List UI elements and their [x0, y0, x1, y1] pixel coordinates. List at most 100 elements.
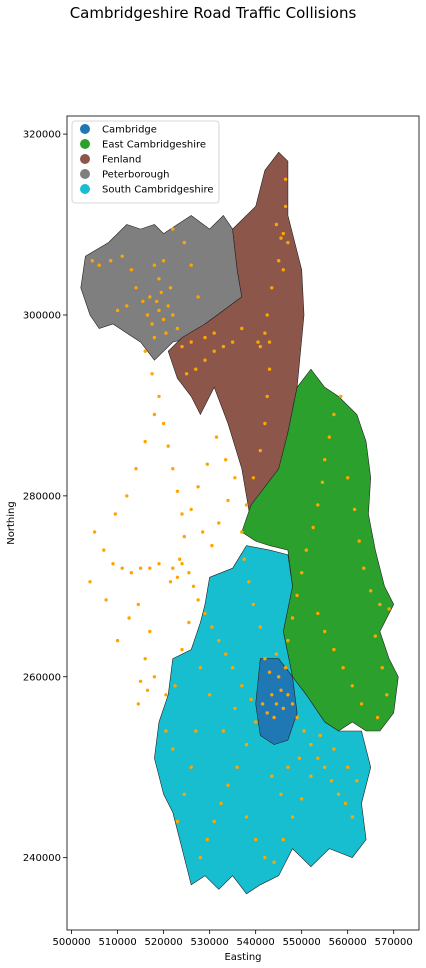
y-axis-label: Northing — [6, 501, 17, 544]
x-tick-label: 500000 — [53, 937, 91, 948]
collision-point — [244, 503, 249, 507]
collision-point — [274, 702, 279, 706]
collision-point — [203, 358, 207, 362]
collision-point — [327, 435, 331, 439]
collision-point — [115, 638, 120, 643]
x-tick-label: 530000 — [191, 937, 229, 948]
collision-point — [138, 566, 143, 570]
collision-point — [304, 548, 308, 552]
collision-point — [385, 693, 389, 697]
x-tick-label: 570000 — [375, 937, 413, 948]
collision-point — [97, 263, 101, 267]
plot-frame — [66, 115, 420, 931]
y-tick-label: 240000 — [23, 853, 61, 864]
collision-point — [205, 837, 209, 842]
collision-point — [329, 779, 334, 783]
collision-point — [316, 611, 320, 616]
collision-point — [157, 277, 161, 281]
collision-point — [320, 480, 325, 484]
collision-point — [341, 666, 345, 670]
collision-point — [129, 571, 134, 575]
collision-point — [180, 512, 184, 516]
y-tick-label: 280000 — [23, 491, 61, 502]
collision-point — [274, 222, 279, 227]
collision-point — [378, 602, 382, 607]
collision-point — [226, 783, 230, 787]
collision-point — [143, 439, 147, 444]
collision-point — [145, 688, 150, 692]
collision-point — [205, 462, 209, 466]
collision-point — [254, 720, 258, 724]
collision-point — [88, 580, 92, 584]
collision-point — [272, 715, 276, 720]
collision-point — [355, 779, 359, 783]
collision-point — [219, 801, 223, 806]
collision-point — [171, 566, 175, 570]
collision-point — [295, 593, 299, 598]
collision-point — [148, 566, 152, 570]
collision-point — [233, 476, 237, 480]
collision-point — [375, 715, 380, 720]
collision-point — [302, 729, 306, 733]
collision-point — [136, 602, 140, 607]
collision-point — [157, 394, 161, 399]
collision-point — [254, 837, 258, 842]
collision-point — [258, 344, 262, 349]
collision-point — [138, 679, 143, 683]
legend: Cambridge East Cambridgeshire Fenland Peter… — [71, 120, 220, 204]
collision-point — [203, 335, 207, 340]
collision-point — [265, 394, 269, 399]
collision-point — [281, 706, 285, 711]
collision-point — [251, 602, 256, 607]
collision-point — [187, 620, 191, 625]
collision-point — [125, 494, 129, 498]
collision-point — [263, 855, 267, 860]
x-tick-label: 540000 — [237, 937, 275, 948]
collision-point — [350, 684, 354, 688]
collision-point — [145, 313, 150, 317]
collision-point — [309, 742, 313, 747]
collision-point — [201, 530, 205, 534]
collision-point — [362, 566, 366, 570]
collision-point — [359, 702, 364, 706]
collision-point — [277, 259, 281, 263]
collision-point — [217, 521, 221, 525]
collision-point — [373, 634, 377, 638]
collision-point — [134, 467, 138, 471]
collision-point — [120, 254, 124, 258]
collision-point — [270, 774, 274, 778]
x-tick-label: 520000 — [145, 937, 183, 948]
collision-point — [240, 530, 244, 534]
region-east-cambridgeshire — [241, 368, 399, 732]
collision-point — [286, 638, 290, 643]
collision-point — [283, 666, 288, 670]
collision-point — [191, 584, 196, 588]
legend-label-fenland: Fenland — [102, 155, 141, 166]
collision-point — [311, 525, 315, 530]
collision-point — [323, 765, 327, 769]
y-tick-label: 260000 — [23, 672, 61, 683]
collision-point — [180, 344, 184, 349]
map-title: Cambridgeshire Road Traffic Collisions — [69, 4, 357, 22]
x-tick-label: 550000 — [283, 937, 321, 948]
collision-point — [189, 765, 193, 769]
collision-point — [184, 372, 189, 376]
legend-label-peterborough: Peterborough — [102, 170, 170, 181]
collision-point — [194, 367, 198, 371]
collision-point — [277, 675, 281, 679]
collision-point — [152, 412, 157, 417]
collision-point — [143, 657, 147, 661]
collision-point — [346, 765, 350, 769]
collision-point — [260, 702, 265, 706]
collision-point — [281, 268, 285, 272]
collision-points-layer — [88, 177, 391, 864]
collision-point — [134, 286, 138, 290]
collision-point — [198, 855, 203, 860]
collision-point — [187, 571, 191, 575]
collision-point — [210, 543, 214, 548]
collision-point — [166, 304, 170, 308]
collision-point — [175, 326, 180, 331]
legend-marker-cambridge — [80, 124, 90, 134]
collision-point — [281, 231, 285, 236]
collision-point — [295, 715, 299, 720]
